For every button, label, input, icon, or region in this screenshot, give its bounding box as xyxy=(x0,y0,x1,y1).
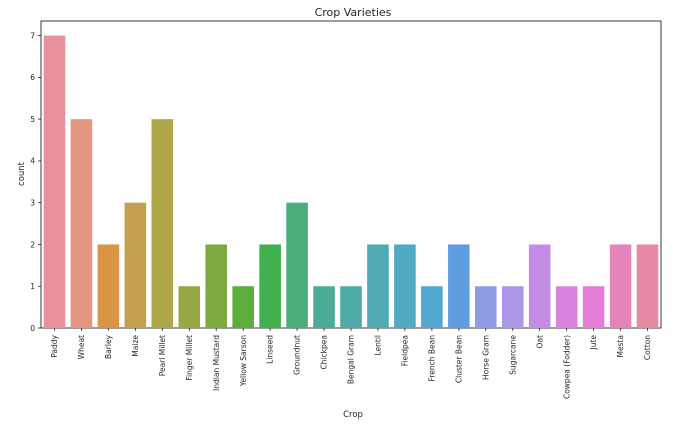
x-tick-label: Maize xyxy=(131,335,140,357)
bar-oat xyxy=(528,244,551,328)
y-tick-label: 1 xyxy=(30,282,35,291)
x-tick-label: Pearl Millet xyxy=(158,335,167,376)
x-tick-label: Yellow Sarson xyxy=(239,335,248,387)
x-tick-label: Jute xyxy=(589,335,598,351)
bar-fieldpea xyxy=(394,244,416,328)
bar-finger-millet xyxy=(178,286,201,328)
bar-horse-gram xyxy=(475,286,497,328)
bar-maize xyxy=(124,202,147,328)
x-tick-label: Sugarcane xyxy=(508,335,517,375)
x-ticks-group: Paddy Wheat Barley Maize Pearl Millet Finger … xyxy=(50,328,652,399)
x-tick-label: French Bean xyxy=(427,335,436,382)
x-tick-label: Cluster Bean xyxy=(454,335,463,383)
bar-indian-mustard xyxy=(205,244,227,328)
bar-cowpea-fodder xyxy=(555,286,578,328)
bar-jute xyxy=(582,286,605,328)
x-tick-label: Fieldpea xyxy=(401,335,410,366)
x-tick-label: Oat xyxy=(535,335,544,348)
y-axis-label: count xyxy=(17,161,27,186)
bars-group xyxy=(43,35,659,329)
y-tick-label: 7 xyxy=(30,31,35,40)
bar-french-bean xyxy=(421,286,443,328)
x-tick-label: Groundnut xyxy=(293,335,302,375)
bar-chickpea xyxy=(313,286,335,328)
bar-yellow-sarson xyxy=(232,286,254,328)
y-tick-label: 4 xyxy=(30,157,35,166)
x-tick-label: Cowpea (Fodder) xyxy=(562,335,571,399)
y-tick-label: 5 xyxy=(30,115,35,124)
bar-cotton xyxy=(636,244,659,328)
x-tick-label: Lentil xyxy=(374,335,383,356)
bar-groundnut xyxy=(286,202,308,328)
bar-barley xyxy=(97,244,120,328)
bar-wheat xyxy=(70,119,93,328)
x-tick-label: Wheat xyxy=(77,335,86,359)
y-tick-label: 3 xyxy=(30,198,35,207)
x-tick-label: Paddy xyxy=(50,334,59,357)
y-tick-label: 2 xyxy=(30,240,35,249)
bar-pearl-millet xyxy=(151,119,174,328)
chart-title: Crop Varieties xyxy=(315,6,392,19)
bar-sugarcane xyxy=(501,286,524,328)
x-tick-label: Indian Mustard xyxy=(212,335,221,391)
x-tick-label: Horse Gram xyxy=(481,335,490,380)
x-tick-label: Chickpea xyxy=(320,335,329,370)
x-axis-label: Crop xyxy=(343,410,363,420)
x-tick-label: Bengal Gram xyxy=(347,335,356,384)
x-tick-label: Mesta xyxy=(616,335,625,358)
bar-bengal-gram xyxy=(340,286,362,328)
y-tick-label: 6 xyxy=(30,73,35,82)
bar-paddy xyxy=(43,35,66,329)
x-tick-label: Finger Millet xyxy=(185,335,194,381)
y-tick-label: 0 xyxy=(30,324,35,333)
x-tick-label: Cotton xyxy=(643,335,652,360)
x-tick-label: Barley xyxy=(104,334,113,359)
bar-lentil xyxy=(367,244,389,328)
y-ticks-group: 0 1 2 3 4 5 6 7 xyxy=(30,31,41,333)
bar-cluster-bean xyxy=(448,244,470,328)
bar-linseed xyxy=(259,244,281,328)
bar-mesta xyxy=(609,244,632,328)
x-tick-label: Linseed xyxy=(266,335,275,364)
